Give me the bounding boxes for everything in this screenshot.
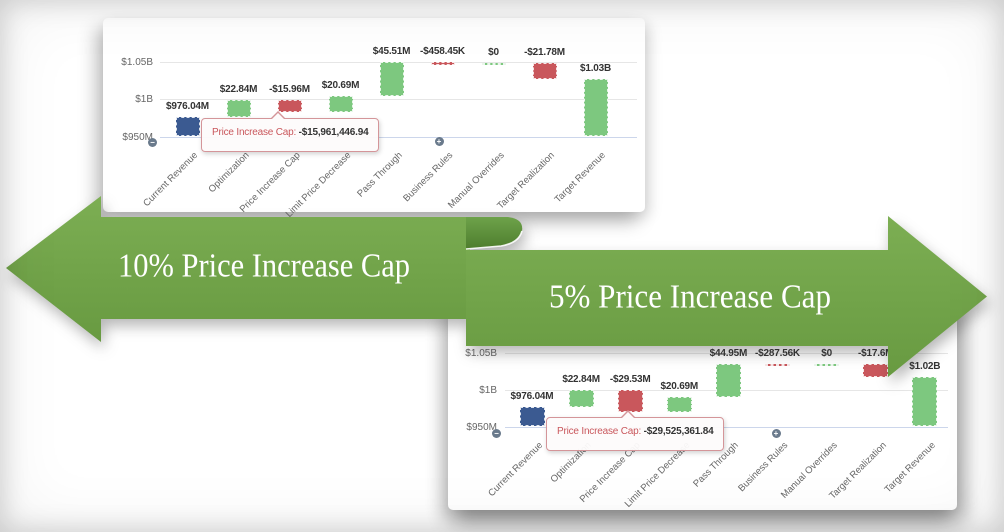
bar-target-revenue[interactable] <box>912 376 938 427</box>
category-label-optimization: Optimization <box>206 149 252 195</box>
value-label-limit-price-decrease: $20.69M <box>660 380 699 392</box>
bar-pass-through[interactable] <box>379 62 404 97</box>
value-label-limit-price-decrease: $20.69M <box>321 80 360 92</box>
category-label-business-rules: Business Rules <box>736 439 791 494</box>
zoom-in-icon[interactable]: + <box>771 428 781 438</box>
value-label-pass-through: $45.51M <box>372 46 411 58</box>
zoom-out-icon[interactable]: − <box>148 138 157 147</box>
waterfall-chart-card-5pct: $1.05B $1B $950M $976.04M Current Revenue $22… <box>448 300 957 510</box>
bar-target-revenue[interactable] <box>583 78 608 137</box>
bar-price-increase-cap[interactable] <box>277 99 302 112</box>
category-label-target-revenue: Target Revenue <box>882 439 938 495</box>
value-label-optimization: $22.84M <box>219 83 258 95</box>
value-label-target-realization: -$17.6M <box>858 347 894 359</box>
waterfall-chart-card-10pct: $1.05B $1B $950M $976.04M Current Revenue $22… <box>103 18 645 219</box>
value-label-manual-overrides: $0 <box>488 46 499 58</box>
bar-price-increase-cap[interactable] <box>617 390 643 413</box>
category-label-current-revenue: Current Revenue <box>141 149 201 209</box>
value-label-price-increase-cap: -$29.53M <box>609 374 651 386</box>
tooltip-series-label: Price Increase Cap: <box>557 426 644 437</box>
bar-business-rules[interactable] <box>430 62 455 65</box>
bar-manual-overrides[interactable] <box>481 62 506 66</box>
value-label-price-increase-cap: -$15.96M <box>269 83 310 95</box>
x-axis-line <box>160 136 637 138</box>
y-axis-tick-label: $1B <box>479 384 497 396</box>
bar-current-revenue[interactable] <box>175 116 200 137</box>
left-arrow-shape <box>6 196 470 342</box>
ribbon-curl-highlight <box>465 230 523 250</box>
x-axis-line <box>505 426 948 428</box>
ribbon-curl-shape <box>466 217 523 249</box>
gridline <box>160 99 637 100</box>
bar-limit-price-decrease[interactable] <box>328 96 353 112</box>
category-label-pass-through: Pass Through <box>354 149 405 199</box>
y-axis-tick-label: $1B <box>135 94 153 105</box>
tooltip-value: -$29,525,361.84 <box>643 426 714 437</box>
bar-target-realization[interactable] <box>532 62 557 79</box>
category-label-target-revenue: Target Revenue <box>553 149 609 205</box>
category-label-current-revenue: Current Revenue <box>485 439 545 499</box>
bar-limit-price-decrease[interactable] <box>666 396 692 413</box>
bar-business-rules[interactable] <box>765 363 790 367</box>
bar-optimization[interactable] <box>226 99 251 117</box>
category-label-business-rules: Business Rules <box>401 149 456 204</box>
value-label-optimization: $22.84M <box>562 374 600 386</box>
zoom-out-icon[interactable]: − <box>492 428 501 438</box>
y-axis-tick-label: $1.05B <box>465 347 497 359</box>
tooltip-value: -$15,961,446.94 <box>298 127 369 138</box>
bar-manual-overrides[interactable] <box>814 363 840 367</box>
y-axis-tick-label: $950M <box>466 421 497 433</box>
value-label-current-revenue: $976.04M <box>166 100 209 112</box>
tooltip: Price Increase Cap: -$15,961,446.94 <box>201 111 380 152</box>
value-label-business-rules: -$458.45K <box>420 46 465 58</box>
bar-pass-through[interactable] <box>715 363 741 397</box>
value-label-target-realization: -$21.78M <box>524 46 565 58</box>
value-label-target-revenue: $1.02B <box>909 360 941 372</box>
value-label-current-revenue: $976.04M <box>510 391 554 403</box>
tooltip-series-label: Price Increase Cap: <box>212 127 299 138</box>
value-label-target-revenue: $1.03B <box>579 62 612 74</box>
y-axis-tick-label: $1.05B <box>121 57 153 68</box>
zoom-in-icon[interactable]: + <box>434 137 444 146</box>
bar-current-revenue[interactable] <box>519 407 545 427</box>
y-axis-tick-label: $950M <box>122 131 153 143</box>
left-banner-label: 10% Price Increase Cap <box>118 248 410 285</box>
bar-optimization[interactable] <box>568 390 594 408</box>
tooltip: Price Increase Cap: -$29,525,361.84 <box>546 410 725 451</box>
